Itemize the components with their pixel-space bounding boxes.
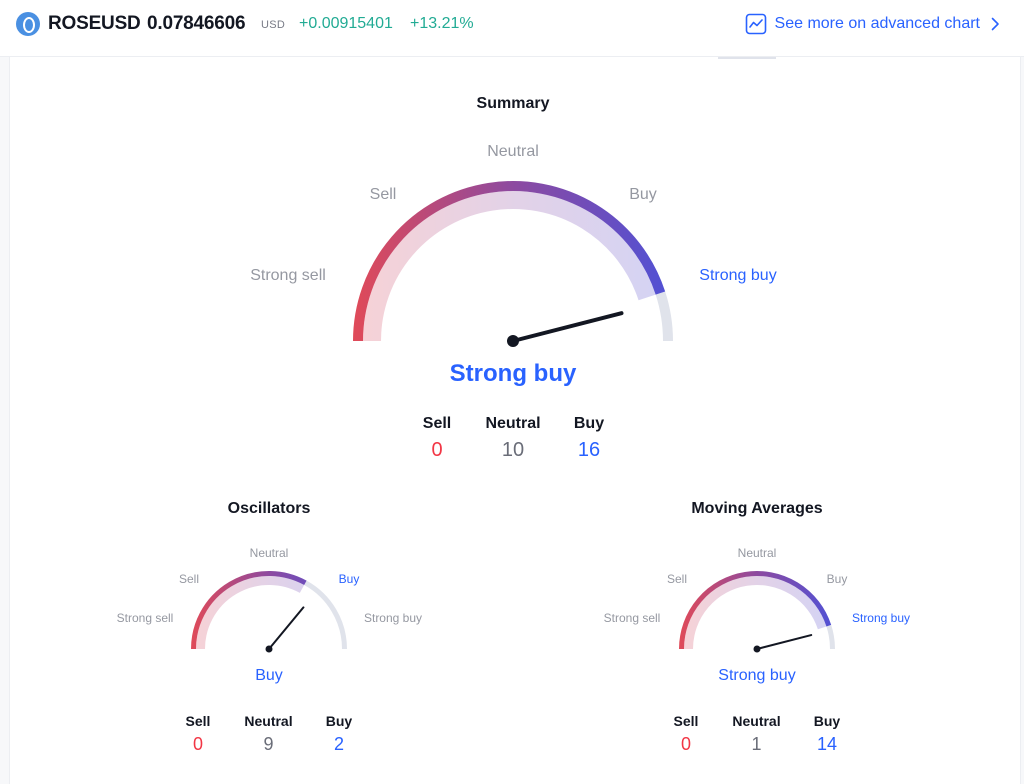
summary-buy-count: 16 bbox=[577, 439, 601, 461]
moving-averages-buy-count: 14 bbox=[816, 734, 838, 754]
moving-averages-buy-heading: Buy bbox=[813, 713, 841, 729]
chevron-right-icon bbox=[991, 17, 999, 31]
summary-label-strong-sell: Strong sell bbox=[250, 267, 326, 284]
moving-averages-sell-heading: Sell bbox=[673, 713, 699, 729]
summary-sell-heading: Sell bbox=[422, 415, 452, 432]
oscillators-label-buy: Buy bbox=[338, 572, 360, 586]
summary-buy-heading: Buy bbox=[573, 415, 605, 432]
oscillators-gauge-inner-band bbox=[196, 576, 305, 650]
moving-averages-gauge-track-fill bbox=[679, 571, 832, 650]
advanced-chart-link[interactable]: See more on advanced chart bbox=[745, 12, 1002, 36]
moving-averages-gauge-track-rest bbox=[826, 624, 835, 650]
oscillators-verdict: Buy bbox=[255, 667, 283, 684]
price-change: +0.00915401 bbox=[299, 15, 393, 32]
oscillators-gauge-needle bbox=[268, 606, 305, 650]
last-price: 0.07846606 bbox=[147, 13, 246, 34]
oscillators-sell-count: 0 bbox=[192, 734, 203, 754]
moving-averages-neutral-heading: Neutral bbox=[732, 713, 781, 729]
moving-averages-label-strong-sell: Strong sell bbox=[603, 611, 661, 625]
oscillators-counts: Sell 0 Neutral 9 Buy 2 bbox=[163, 713, 374, 755]
oscillators-title: Oscillators bbox=[227, 500, 311, 517]
oscillators-gauge-track-fill bbox=[191, 571, 307, 650]
panel-tab-indicator bbox=[718, 57, 776, 59]
summary-sell-count: 0 bbox=[431, 439, 443, 461]
advanced-chart-link-label: See more on advanced chart bbox=[774, 15, 980, 32]
symbol-header: ROSEUSD 0.07846606 USD +0.00915401 +13.2… bbox=[0, 0, 1024, 57]
moving-averages-gauge-needle-hub bbox=[753, 645, 761, 653]
currency-label: USD bbox=[261, 19, 286, 31]
summary-gauge-track-rest bbox=[655, 291, 673, 342]
chart-icon bbox=[745, 13, 766, 35]
oscillators-label-neutral: Neutral bbox=[249, 546, 289, 560]
moving-averages-label-strong-buy: Strong buy bbox=[851, 611, 911, 625]
moving-averages-counts: Sell 0 Neutral 1 Buy 14 bbox=[651, 713, 862, 755]
moving-averages-sell-count: 0 bbox=[680, 734, 691, 754]
summary-gauge-inner-band bbox=[363, 191, 656, 342]
oscillators-label-strong-buy: Strong buy bbox=[363, 611, 423, 625]
summary-verdict: Strong buy bbox=[449, 360, 577, 387]
summary-label-sell: Sell bbox=[369, 186, 397, 203]
symbol-name: ROSEUSD bbox=[48, 13, 141, 34]
rose-coin-logo bbox=[16, 12, 40, 36]
oscillators-neutral-heading: Neutral bbox=[244, 713, 293, 729]
oscillators-label-sell: Sell bbox=[178, 572, 200, 586]
moving-averages-label-buy: Buy bbox=[826, 572, 848, 586]
moving-averages-gauge-inner-band bbox=[684, 575, 827, 650]
oscillators-buy-count: 2 bbox=[333, 734, 344, 754]
summary-gauge-track-fill bbox=[353, 181, 666, 342]
moving-averages-gauge-needle bbox=[756, 634, 813, 650]
summary-gauge-needle-hub bbox=[507, 335, 519, 347]
moving-averages-neutral-count: 1 bbox=[751, 734, 762, 754]
oscillators-neutral-count: 9 bbox=[263, 734, 274, 754]
summary-gauge bbox=[353, 181, 673, 347]
summary-gauge-needle bbox=[511, 311, 624, 343]
summary-label-buy: Buy bbox=[629, 186, 657, 203]
oscillators-gauge-needle-hub bbox=[265, 645, 273, 653]
oscillators-gauge bbox=[191, 571, 347, 653]
moving-averages-label-sell: Sell bbox=[666, 572, 688, 586]
summary-label-neutral: Neutral bbox=[487, 143, 539, 160]
summary-title: Summary bbox=[476, 95, 550, 112]
summary-neutral-heading: Neutral bbox=[485, 415, 541, 432]
oscillators-gauge-track-rest bbox=[304, 580, 347, 650]
summary-neutral-count: 10 bbox=[501, 439, 525, 461]
summary-label-strong-buy: Strong buy bbox=[699, 267, 777, 284]
moving-averages-label-neutral: Neutral bbox=[737, 546, 777, 560]
technicals-panel bbox=[9, 57, 1021, 784]
oscillators-sell-heading: Sell bbox=[185, 713, 211, 729]
moving-averages-gauge bbox=[679, 571, 835, 653]
price-change-percent: +13.21% bbox=[410, 15, 474, 32]
moving-averages-title: Moving Averages bbox=[691, 500, 823, 517]
summary-counts: Sell 0 Neutral 10 Buy 16 bbox=[401, 415, 625, 462]
oscillators-buy-heading: Buy bbox=[325, 713, 353, 729]
oscillators-label-strong-sell: Strong sell bbox=[116, 611, 174, 625]
moving-averages-verdict: Strong buy bbox=[718, 667, 796, 684]
